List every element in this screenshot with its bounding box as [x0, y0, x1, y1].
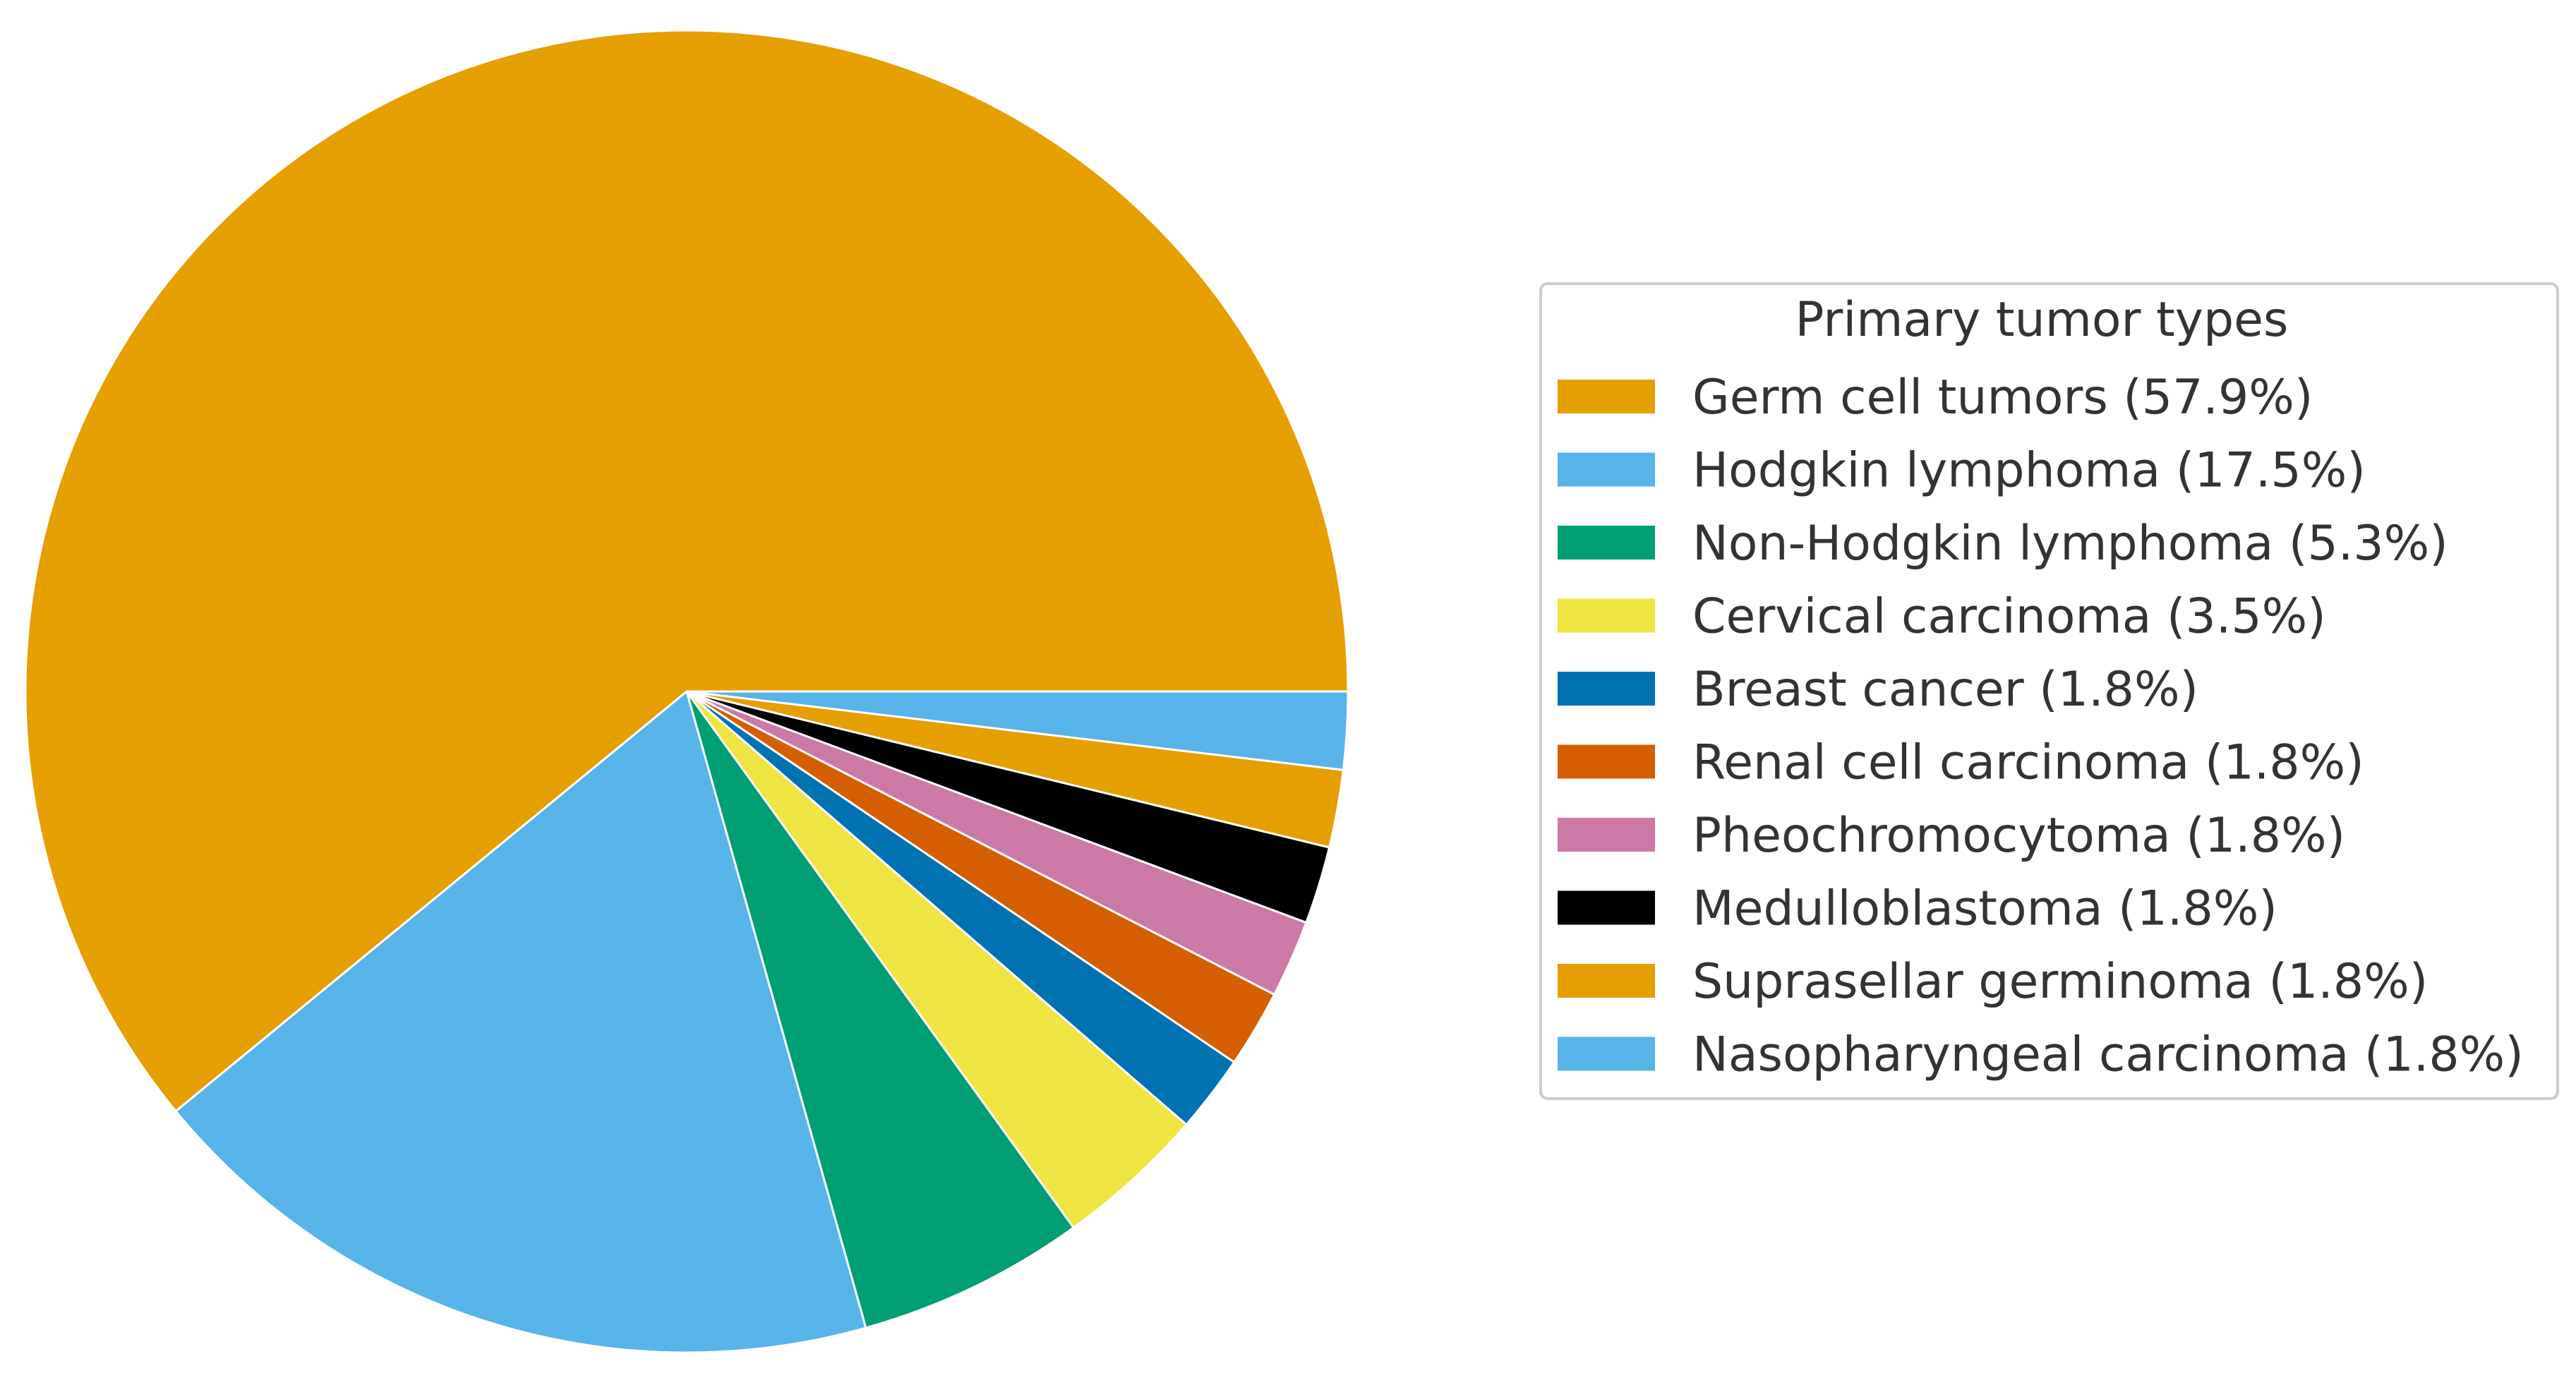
legend-item-3: Non-Hodgkin lymphoma (5.3%): [1558, 516, 2448, 572]
legend-item-9: Suprasellar germinoma (1.8%): [1558, 954, 2428, 1010]
legend-label-5: Breast cancer (1.8%): [1692, 662, 2198, 718]
legend-item-8: Medulloblastoma (1.8%): [1558, 881, 2277, 937]
pie-slice-10: [685, 690, 1349, 771]
legend-label-3: Non-Hodgkin lymphoma (5.3%): [1692, 516, 2448, 572]
legend-item-10: Nasopharyngeal carcinoma (1.8%): [1558, 1027, 2524, 1083]
legend-label-6: Renal cell carcinoma (1.8%): [1692, 735, 2364, 791]
legend-items: Germ cell tumors (57.9%) Hodgkin lymphoma…: [1558, 370, 2524, 1083]
legend-title: Primary tumor types: [1795, 292, 2289, 348]
legend-item-7: Pheochromocytoma (1.8%): [1558, 808, 2345, 864]
legend-swatch-3: [1558, 526, 1655, 560]
legend-label-8: Medulloblastoma (1.8%): [1692, 881, 2277, 937]
legend-frame: [1539, 282, 2559, 1100]
legend-item-2: Hodgkin lymphoma (17.5%): [1558, 443, 2366, 499]
legend-swatch-10: [1558, 1036, 1655, 1071]
pie-slice-4: [685, 690, 1188, 1229]
legend-label-1: Germ cell tumors (57.9%): [1692, 370, 2313, 425]
pie-slices: [24, 29, 1349, 1354]
legend-item-4: Cervical carcinoma (3.5%): [1558, 589, 2326, 645]
legend-item-1: Germ cell tumors (57.9%): [1558, 370, 2313, 425]
legend-swatch-6: [1558, 744, 1655, 779]
legend-swatch-1: [1558, 380, 1655, 413]
legend-label-4: Cervical carcinoma (3.5%): [1692, 589, 2326, 645]
legend: Primary tumor types Germ cell tumors (57…: [1539, 282, 2559, 1100]
legend-swatch-2: [1558, 452, 1655, 487]
legend-label-2: Hodgkin lymphoma (17.5%): [1692, 443, 2366, 499]
legend-swatch-7: [1558, 818, 1655, 852]
legend-swatch-8: [1558, 890, 1655, 925]
legend-label-10: Nasopharyngeal carcinoma (1.8%): [1692, 1027, 2524, 1083]
legend-swatch-9: [1558, 964, 1655, 998]
legend-label-9: Suprasellar germinoma (1.8%): [1692, 954, 2428, 1010]
legend-item-5: Breast cancer (1.8%): [1558, 662, 2198, 718]
legend-label-7: Pheochromocytoma (1.8%): [1692, 808, 2345, 864]
legend-swatch-4: [1558, 598, 1655, 633]
legend-item-6: Renal cell carcinoma (1.8%): [1558, 735, 2364, 791]
pie-slice-1: [24, 29, 1349, 1113]
pie-slice-3: [685, 690, 1075, 1329]
pie-slice-2: [174, 690, 867, 1354]
legend-swatch-5: [1558, 672, 1655, 706]
